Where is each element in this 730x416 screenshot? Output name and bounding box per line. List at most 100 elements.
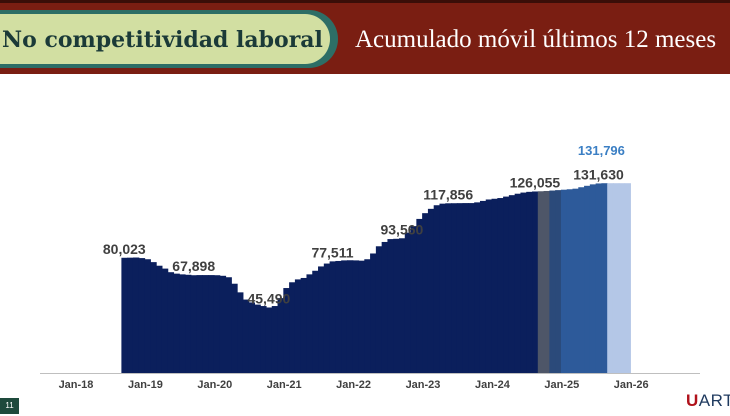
bar [526,191,533,373]
x-tick-label: Jan-21 [267,379,302,390]
bar [520,192,527,373]
bar [532,191,539,373]
bar [242,299,250,373]
x-tick-label: Jan-23 [406,379,441,390]
bar [156,265,163,373]
x-tick-label: Jan-22 [336,379,371,390]
bar [612,183,620,373]
bar [306,274,313,373]
bar [346,260,354,373]
bar [474,202,481,373]
bar [144,259,151,373]
bar [167,272,175,373]
bar [219,275,227,373]
bar [329,261,336,373]
data-label: 80,023 [103,241,146,257]
bar [289,282,296,373]
bar [491,198,498,373]
bar [549,190,556,373]
bar [433,205,441,373]
chart-subtitle: Acumulado móvil últimos 12 meses [355,26,717,53]
page-number: 11 [0,398,19,414]
bar [300,277,308,373]
x-tick-label: Jan-24 [475,379,511,390]
x-tick-label: Jan-19 [128,379,163,390]
bar [335,260,342,373]
bar [445,203,452,373]
bar [358,260,365,373]
bar [381,241,389,373]
bar [560,189,568,373]
bar [543,190,550,373]
bar [364,259,371,373]
bar [341,260,348,373]
bar [161,268,169,373]
bar [404,232,412,373]
bar [173,273,180,373]
bar [127,257,134,373]
bar [624,183,631,373]
bar [456,203,464,373]
bar [595,183,603,373]
bar [462,203,469,373]
logo-letter-u: U [686,391,699,410]
bar [265,307,273,373]
bar [485,199,493,373]
bar [237,292,244,373]
bar [416,218,423,373]
bar [375,246,383,373]
bar [185,274,192,373]
bar [410,226,417,373]
bar [271,306,279,373]
bar [572,188,579,373]
bar [231,283,238,373]
data-label: 77,511 [311,244,353,260]
bar [468,203,475,373]
data-label: 131,630 [573,167,624,183]
bar [578,187,585,373]
bar [190,275,198,373]
bar [607,183,614,373]
bar [312,270,319,373]
bar [503,196,510,373]
bar [393,238,400,373]
bar [323,263,331,373]
bar [208,275,215,373]
x-tick-label: Jan-20 [197,379,232,390]
bar [318,266,325,373]
bar [399,238,406,373]
bar [352,260,360,373]
data-label: 117,856 [423,186,473,202]
section-title: No competitividad laboral [2,27,323,53]
data-label: 126,055 [510,175,561,191]
bar [589,184,597,373]
data-label: 67,898 [172,258,215,274]
bar [451,203,458,373]
logo-letters-art: ART [698,391,730,410]
bar [601,183,608,373]
bar [283,288,290,373]
title-pill [0,14,330,64]
bar [555,190,562,373]
bar [260,306,267,373]
bar [387,239,394,373]
bar [584,185,591,373]
bar [618,183,626,373]
x-tick-label: Jan-25 [544,379,579,390]
data-label: 93,560 [380,221,423,237]
bar [225,277,232,373]
header-top-line [0,0,730,3]
x-tick-label: Jan-26 [614,379,649,390]
bar-chart: Jan-18 Jan-19 Jan-20 Jan-21 Jan-22 Jan-23 Jan-… [40,143,700,390]
bar [179,274,186,373]
bar [422,213,429,373]
data-label: 45,490 [247,291,290,307]
bar [150,262,157,373]
bar [213,275,221,373]
data-label: 131,796 [578,143,625,158]
bar [508,195,516,373]
bar [514,193,522,373]
x-tick-label: Jan-18 [59,379,94,390]
bar [479,200,487,373]
bar [427,208,435,373]
